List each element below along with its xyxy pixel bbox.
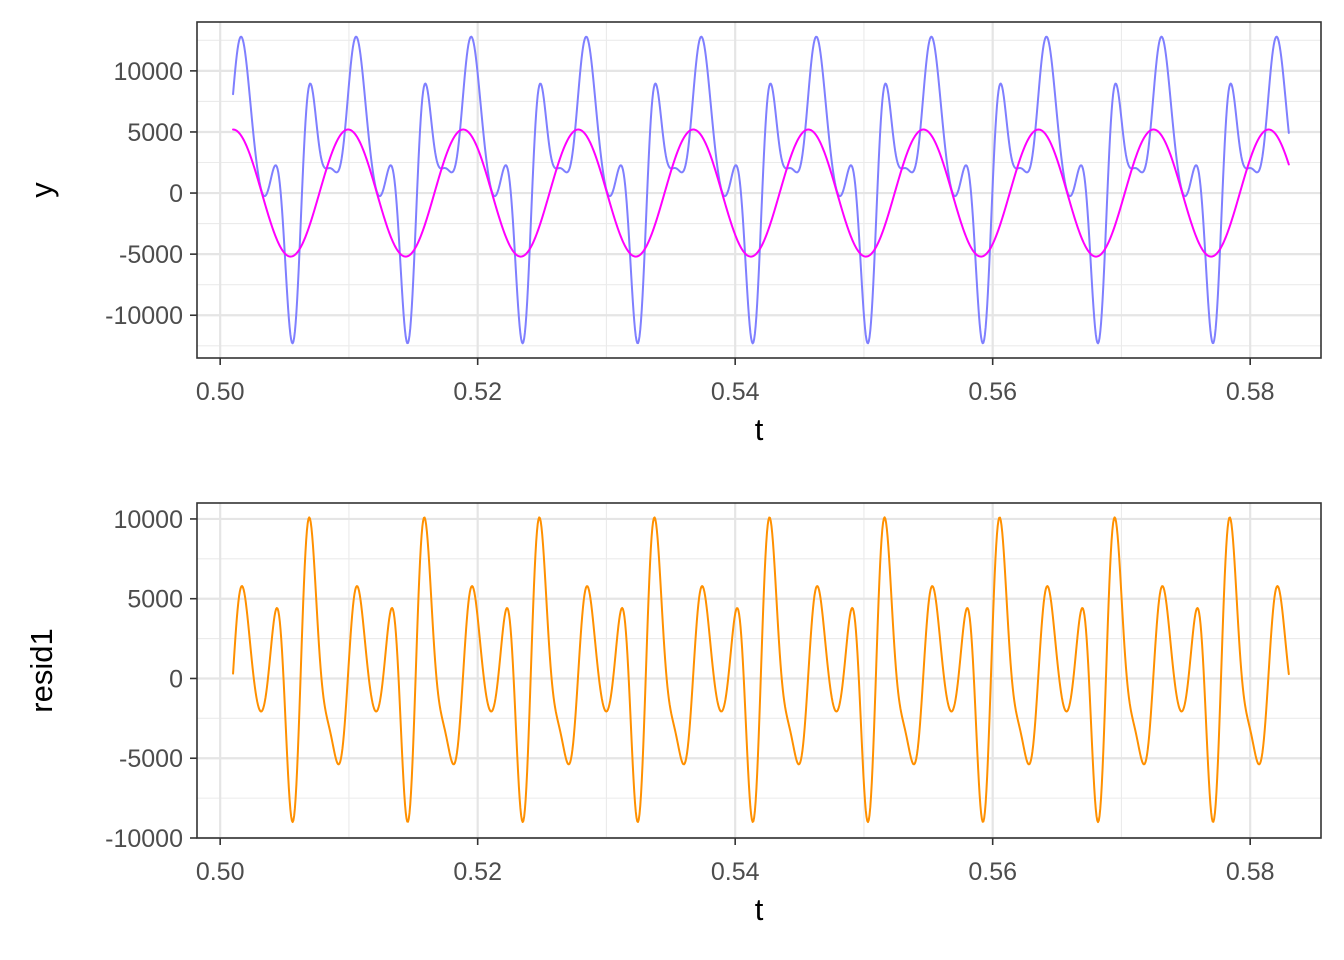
x-tick-label: 0.50 (196, 378, 245, 406)
y-tick-label: -10000 (105, 825, 183, 853)
x-tick-label: 0.56 (968, 858, 1017, 886)
x-axis-title: t (755, 412, 764, 447)
x-tick-label: 0.52 (453, 378, 502, 406)
y-tick-label: 5000 (127, 119, 183, 147)
y-tick-label: 0 (169, 665, 183, 693)
series-line-0 (232, 35, 1290, 345)
y-tick-label: -10000 (105, 302, 183, 330)
y-tick-label: 0 (169, 180, 183, 208)
y-tick-label: 10000 (113, 58, 183, 86)
top-panel-y: 0.50 0.52 0.54 0.56 0.58 -10000 -5000 0 5000 1000… (24, 21, 1322, 447)
y-axis-title: y (24, 182, 59, 198)
y-tick-label: -5000 (119, 241, 183, 269)
x-tick-label: 0.54 (711, 858, 760, 886)
x-tick-label: 0.52 (453, 858, 502, 886)
series-line-0 (232, 516, 1290, 824)
panel-border (196, 21, 1322, 359)
x-tick-label: 0.58 (1226, 858, 1275, 886)
y-tick-label: 5000 (127, 586, 183, 614)
y-axis-title: resid1 (24, 628, 59, 712)
x-tick-label: 0.50 (196, 858, 245, 886)
y-tick-label: 10000 (113, 506, 183, 534)
series-line-1 (232, 128, 1290, 258)
x-tick-label: 0.54 (711, 378, 760, 406)
x-axis-title: t (755, 892, 764, 927)
panel-border (196, 502, 1322, 839)
bottom-panel-resid1: 0.50 0.52 0.54 0.56 0.58 -10000 -5000 0 5000 1000… (24, 502, 1322, 927)
x-tick-label: 0.58 (1226, 378, 1275, 406)
y-tick-label: -5000 (119, 745, 183, 773)
x-tick-label: 0.56 (968, 378, 1017, 406)
